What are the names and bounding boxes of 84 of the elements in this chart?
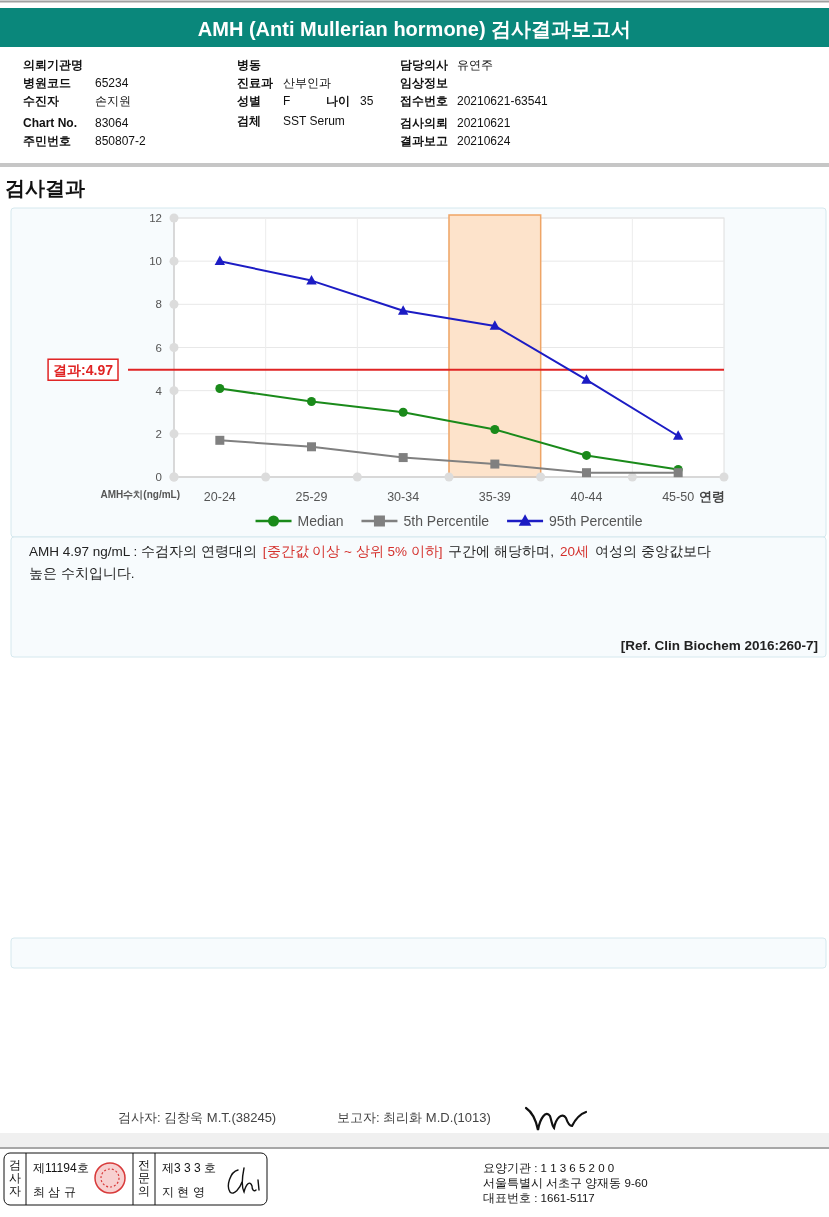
- chart-subtitle: 검사결과: [5, 177, 85, 199]
- point: [398, 407, 408, 417]
- text: 검사자: [9, 1158, 21, 1198]
- x-tick-label: 25-29: [295, 490, 328, 504]
- point: [214, 255, 226, 265]
- text: 나이: [326, 94, 350, 108]
- text: 결과보고: [400, 134, 448, 148]
- text: 대표번호 : 1661-5117: [483, 1192, 595, 1204]
- text: [Ref. Clin Biochem 2016:260-7]: [620, 638, 818, 653]
- point: [582, 468, 591, 478]
- y-axis-title: AMH수치(ng/mL): [100, 489, 180, 500]
- y-tick-label: 0: [155, 471, 162, 483]
- legend-label: 5th Percentile: [403, 513, 490, 529]
- text: 검사의뢰: [400, 116, 448, 130]
- text: 유연주: [457, 58, 493, 72]
- text: 지 현 영: [162, 1185, 205, 1199]
- text: 성별: [237, 94, 261, 108]
- point: [307, 442, 316, 452]
- text: 임상정보: [400, 76, 448, 90]
- text: AMH 4.97 ng/mL : 수검자의 연령대의: [29, 544, 257, 559]
- text: 검사자: 김창욱 M.T.(38245): [118, 1110, 277, 1125]
- text: 검체: [237, 114, 261, 128]
- x-axis-title: 연령: [699, 489, 726, 504]
- x-tick-label: 40-44: [570, 490, 603, 504]
- text: 20세: [559, 544, 590, 559]
- point: [490, 459, 500, 469]
- text: 제3 3 3 호: [162, 1161, 217, 1175]
- text: 제11194호: [33, 1161, 89, 1175]
- point: [307, 396, 316, 406]
- y-tick-label: 4: [155, 384, 163, 397]
- text: 전문의: [138, 1158, 150, 1198]
- y-tick-label: 8: [155, 298, 162, 311]
- text: 수진자: [23, 94, 59, 108]
- point: [397, 305, 409, 315]
- text: 서울특별시 서초구 양재동 9-60: [483, 1177, 648, 1189]
- text: 산부인과: [283, 76, 331, 90]
- point: [672, 430, 684, 440]
- text: 손지원: [95, 94, 131, 108]
- y-tick-label: 2: [155, 427, 162, 440]
- point: [306, 274, 317, 285]
- text: 보고자: 최리화 M.D.(1013): [337, 1110, 491, 1125]
- text: 의뢰기관명: [23, 58, 83, 72]
- text: F: [283, 94, 291, 108]
- text: 주민번호: [23, 134, 71, 148]
- text: 높은 수치입니다.: [29, 566, 135, 581]
- text: 병동: [237, 58, 261, 72]
- legend-label: Median: [297, 513, 344, 529]
- text: 35: [360, 94, 374, 108]
- text: 20210621-63541: [457, 94, 549, 108]
- text: SST Serum: [283, 114, 345, 128]
- text: Chart No.: [23, 116, 77, 130]
- text: 20210621: [457, 116, 511, 130]
- text: 여성의 중앙값보다: [595, 544, 711, 559]
- point: [489, 320, 501, 330]
- text: 최 삼 규: [33, 1185, 76, 1199]
- text: 요양기관 : 1 1 3 6 5 2 0 0: [483, 1162, 615, 1174]
- text: 접수번호: [400, 94, 448, 108]
- text: 20210624: [457, 134, 511, 148]
- ref-line-label: 결과:4.97: [53, 361, 114, 378]
- y-tick-label: 12: [149, 212, 162, 224]
- point: [673, 468, 683, 478]
- text: 구간에 해당하며,: [448, 544, 554, 559]
- point: [581, 374, 592, 384]
- x-tick-label: 45-50: [662, 490, 695, 504]
- text: 83064: [95, 116, 129, 130]
- point: [398, 453, 408, 463]
- text: 담당의사: [400, 58, 448, 72]
- y-tick-label: 6: [155, 341, 162, 354]
- point: [215, 384, 225, 394]
- x-tick-label: 30-34: [387, 490, 420, 504]
- y-tick-label: 10: [149, 255, 162, 268]
- text: 65234: [95, 76, 129, 90]
- text: 850807-2: [95, 134, 147, 148]
- point: [490, 425, 500, 435]
- x-tick-label: 20-24: [203, 490, 236, 504]
- text: 진료과: [237, 76, 273, 90]
- text: [중간값 이상 ~ 상위 5% 이하]: [262, 544, 443, 559]
- ref-line: 결과:4.97: [47, 358, 725, 381]
- point: [582, 450, 591, 460]
- chart-title: AMH (Anti Mullerian hormone) 검사결과보고서: [197, 18, 632, 40]
- legend-label: 95th Percentile: [549, 513, 643, 529]
- point: [215, 435, 225, 445]
- x-tick-label: 35-39: [478, 490, 511, 504]
- text: 병원코드: [23, 76, 71, 90]
